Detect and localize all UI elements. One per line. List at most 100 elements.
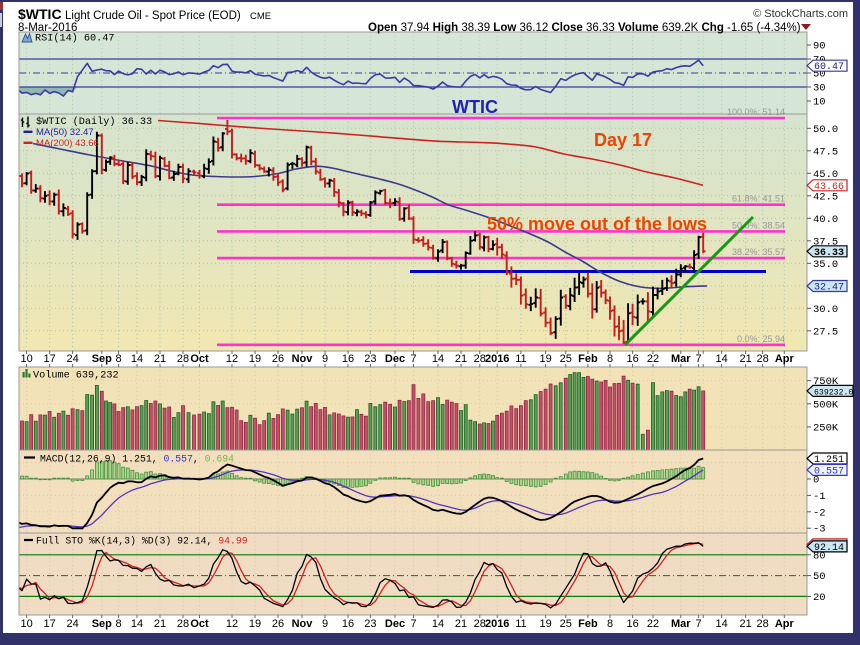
svg-text:Full STO %K(14,3) %D(3) 92.14,: Full STO %K(14,3) %D(3) 92.14, 94.99 (36, 536, 248, 547)
svg-text:Feb: Feb (578, 353, 598, 365)
svg-text:22: 22 (647, 618, 659, 630)
svg-text:Apr: Apr (775, 353, 795, 365)
svg-text:42.5: 42.5 (813, 191, 838, 203)
svg-text:Dec: Dec (385, 353, 405, 365)
svg-text:500K: 500K (813, 399, 839, 411)
svg-text:92.14: 92.14 (814, 543, 844, 554)
svg-text:MA(50) 32.47: MA(50) 32.47 (36, 127, 94, 138)
svg-text:23: 23 (364, 353, 376, 365)
svg-text:2016: 2016 (485, 353, 509, 365)
svg-text:60.47: 60.47 (814, 62, 844, 73)
svg-text:22: 22 (647, 353, 659, 365)
svg-text:23: 23 (364, 618, 376, 630)
svg-text:43.66: 43.66 (814, 182, 844, 193)
svg-text:Nov: Nov (292, 618, 314, 630)
svg-text:45.0: 45.0 (813, 169, 838, 181)
svg-text:Light Crude Oil - Spot Price (: Light Crude Oil - Spot Price (EOD) (65, 10, 241, 22)
svg-text:$WTIC (Daily) 36.33: $WTIC (Daily) 36.33 (36, 116, 152, 128)
svg-text:19: 19 (249, 353, 261, 365)
svg-text:19: 19 (249, 618, 261, 630)
svg-text:26: 26 (272, 353, 284, 365)
svg-text:21: 21 (739, 353, 751, 365)
svg-text:Dec: Dec (385, 618, 405, 630)
svg-text:26: 26 (272, 618, 284, 630)
svg-text:14: 14 (131, 618, 143, 630)
svg-text:8: 8 (607, 618, 613, 630)
svg-text:14: 14 (432, 618, 444, 630)
svg-text:-1: -1 (813, 491, 826, 503)
svg-text:28: 28 (177, 618, 189, 630)
svg-text:14: 14 (715, 353, 727, 365)
svg-text:7: 7 (696, 353, 702, 365)
svg-text:24: 24 (66, 353, 78, 365)
svg-text:8-Mar-2016: 8-Mar-2016 (18, 22, 77, 34)
svg-text:21: 21 (455, 618, 467, 630)
svg-text:Sep: Sep (92, 618, 112, 630)
svg-text:16: 16 (626, 353, 638, 365)
svg-text:8: 8 (116, 618, 122, 630)
svg-text:11: 11 (515, 353, 526, 365)
svg-text:11: 11 (515, 618, 526, 630)
svg-text:RSI(14) 60.47: RSI(14) 60.47 (35, 33, 114, 45)
svg-text:10: 10 (20, 353, 32, 365)
svg-text:MA(200) 43.66: MA(200) 43.66 (36, 138, 99, 149)
svg-text:2016: 2016 (485, 618, 509, 630)
svg-text:Mar: Mar (671, 353, 691, 365)
svg-text:16: 16 (626, 618, 638, 630)
svg-text:40.0: 40.0 (813, 214, 838, 226)
svg-text:19: 19 (539, 618, 551, 630)
svg-text:21: 21 (739, 618, 751, 630)
svg-text:0.557: 0.557 (814, 466, 844, 477)
svg-text:Sep: Sep (92, 353, 112, 365)
svg-text:7: 7 (410, 353, 416, 365)
svg-text:7: 7 (410, 618, 416, 630)
svg-text:17: 17 (43, 618, 55, 630)
svg-text:WTIC: WTIC (452, 97, 498, 117)
svg-text:24: 24 (66, 618, 78, 630)
svg-text:38.2%: 35.57: 38.2%: 35.57 (732, 247, 785, 257)
svg-text:28: 28 (474, 353, 486, 365)
svg-text:35.0: 35.0 (813, 259, 838, 271)
svg-text:Mar: Mar (671, 618, 691, 630)
svg-text:47.5: 47.5 (813, 146, 838, 158)
svg-text:21: 21 (154, 618, 166, 630)
svg-text:61.8%: 41.51: 61.8%: 41.51 (732, 194, 785, 204)
svg-text:14: 14 (432, 353, 444, 365)
svg-text:14: 14 (715, 618, 727, 630)
svg-text:25: 25 (560, 353, 572, 365)
svg-text:7: 7 (696, 618, 702, 630)
svg-text:50.0%: 38.54: 50.0%: 38.54 (732, 220, 785, 230)
svg-text:Feb: Feb (578, 618, 598, 630)
svg-text:Day 17: Day 17 (594, 130, 652, 150)
svg-text:28: 28 (756, 618, 768, 630)
svg-text:50.0: 50.0 (813, 124, 838, 136)
svg-text:10: 10 (20, 618, 32, 630)
svg-text:Nov: Nov (292, 353, 314, 365)
svg-text:36.33: 36.33 (814, 248, 844, 259)
svg-text:Volume 639,232: Volume 639,232 (33, 370, 119, 382)
svg-text:Apr: Apr (775, 618, 795, 630)
svg-text:14: 14 (131, 353, 143, 365)
svg-text:100.0%: 51.14: 100.0%: 51.14 (727, 107, 785, 117)
svg-text:30.0: 30.0 (813, 304, 838, 316)
svg-text:639232.0: 639232.0 (814, 388, 853, 397)
svg-text:CME: CME (250, 11, 271, 22)
svg-text:28: 28 (177, 353, 189, 365)
svg-text:9: 9 (322, 353, 328, 365)
svg-text:12: 12 (226, 353, 238, 365)
svg-text:$WTIC: $WTIC (18, 6, 62, 22)
svg-text:80: 80 (813, 550, 826, 562)
svg-text:Oct: Oct (190, 353, 209, 365)
svg-text:8: 8 (607, 353, 613, 365)
svg-text:21: 21 (154, 353, 166, 365)
svg-text:50: 50 (813, 571, 826, 583)
svg-text:8: 8 (116, 353, 122, 365)
svg-text:Oct: Oct (190, 618, 209, 630)
svg-text:250K: 250K (813, 422, 839, 434)
svg-text:32.47: 32.47 (814, 283, 844, 294)
svg-text:28: 28 (474, 618, 486, 630)
svg-text:Open 37.94 High 38.39 Low 36.1: Open 37.94 High 38.39 Low 36.12 Close 36… (368, 22, 801, 34)
svg-text:-2: -2 (813, 507, 826, 519)
svg-text:17: 17 (43, 353, 55, 365)
svg-text:MACD(12,26,9) 1.251, 0.557, 0.: MACD(12,26,9) 1.251, 0.557, 0.694 (40, 454, 234, 465)
